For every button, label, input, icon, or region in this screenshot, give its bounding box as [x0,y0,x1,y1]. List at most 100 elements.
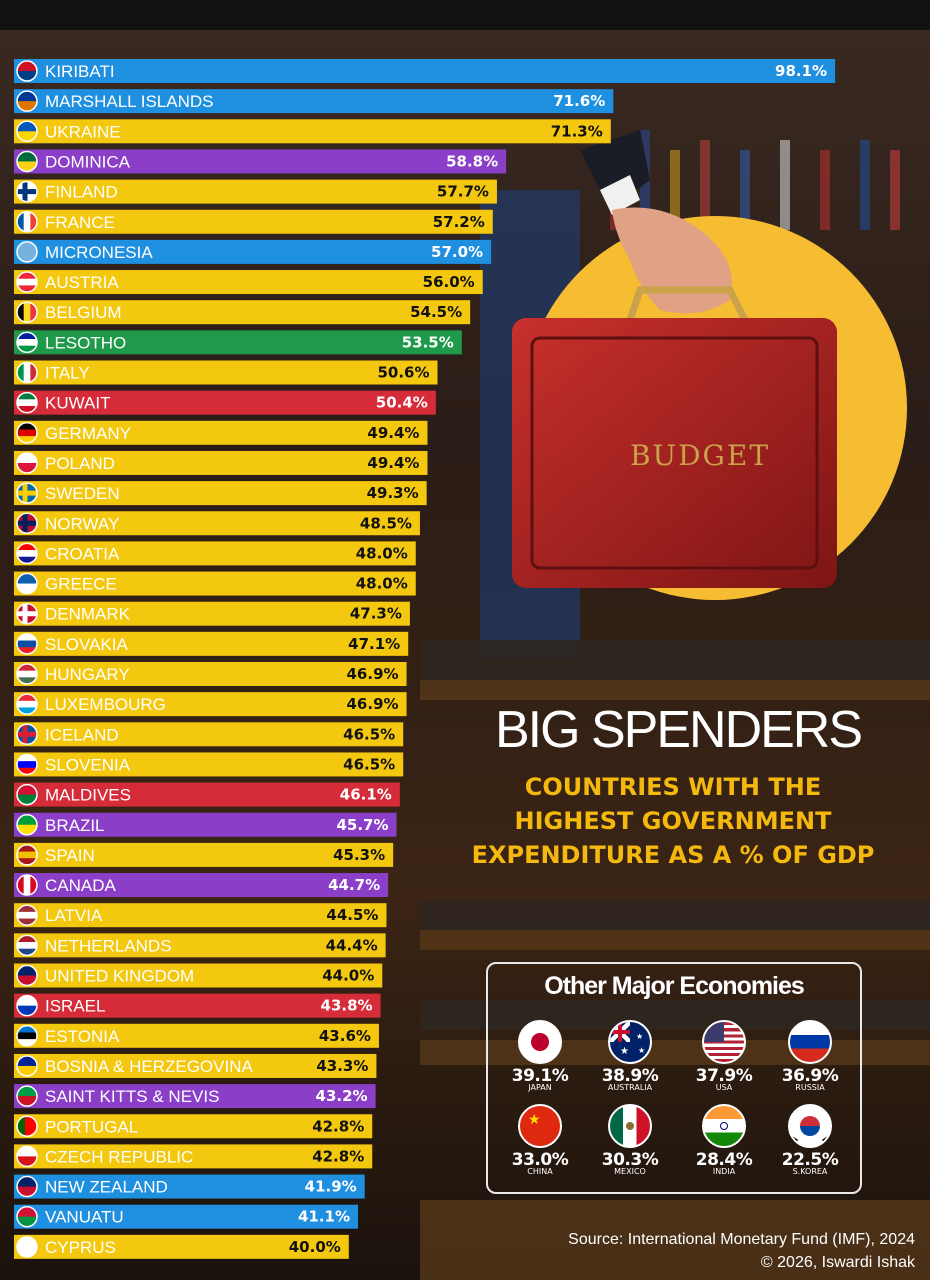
subtitle-line-3: EXPENDITURE AS A % OF GDP [471,841,875,869]
bar-country-label: LUXEMBOURG [45,695,166,714]
bar-country-label: GREECE [45,575,117,594]
economy-value: 22.5% [781,1150,839,1170]
bar-country-label: BELGIUM [45,303,122,322]
bar [14,812,397,837]
south-korea-flag-icon [788,1104,832,1148]
bar [14,420,428,445]
finland-flag-icon [16,180,38,203]
bar-row: ICELAND 46.5% [14,722,404,747]
economy-usa: 37.9% USA [684,1020,764,1092]
bar-country-label: UNITED KINGDOM [45,967,194,986]
marshall-islands-flag-icon [16,90,38,112]
bar [14,631,409,656]
bar-row: NETHERLANDS 44.4% [14,933,386,958]
economy-russia: 36.9% RUSSIA [770,1020,850,1092]
bar-value-label: 56.0% [423,273,475,291]
bar-row: SWEDEN 49.3% [14,481,427,506]
bar-value-label: 57.7% [437,183,489,201]
bar [14,722,404,747]
iceland-flag-icon [16,723,38,746]
subtitle-line-2: HIGHEST GOVERNMENT [514,807,832,835]
india-flag-icon [702,1104,746,1148]
bar-country-label: MALDIVES [45,786,131,805]
page-title: BIG SPENDERS [494,701,863,759]
economy-australia: ★ ★ ★ 38.9% AUSTRALIA [590,1020,670,1092]
bar [14,89,614,114]
bar [14,1114,373,1139]
bar [14,209,493,234]
japan-flag-icon [518,1020,562,1064]
bar-value-label: 45.3% [333,846,385,864]
economy-country: MEXICO [614,1167,646,1176]
sweden-flag-icon [16,482,38,504]
bar-country-label: CYPRUS [45,1238,116,1257]
bar-country-label: FRANCE [45,213,115,232]
source-note: Source: International Monetary Fund (IMF… [568,1228,915,1274]
bar [14,662,407,686]
bar-row: FRANCE 57.2% [14,209,493,234]
bar-row: NORWAY 48.5% [14,511,420,536]
bar-value-label: 58.8% [446,152,498,170]
subtitle-line-1: COUNTRIES WITH THE [524,773,822,801]
bar-country-label: MARSHALL ISLANDS [45,92,213,111]
bar-value-label: 44.7% [328,876,380,894]
bar-value-label: 49.3% [367,484,419,502]
mexico-flag-icon [608,1104,652,1148]
bar-value-label: 47.3% [350,605,402,623]
bar [14,993,381,1018]
bar [14,1144,373,1169]
kuwait-flag-icon [16,391,38,414]
bar [14,330,462,355]
bar [14,119,611,144]
saint-kitts-flag-icon [16,1085,38,1107]
austria-flag-icon [16,271,38,293]
bar [14,481,427,506]
bar-country-label: ITALY [45,364,90,383]
bar-row: ISRAEL 43.8% [14,993,381,1018]
norway-flag-icon [16,512,38,534]
bar-country-label: LESOTHO [45,333,126,352]
bar-country-label: SPAIN [45,846,95,865]
bar-country-label: LATVIA [45,906,103,925]
luxembourg-flag-icon [16,693,38,715]
bar-value-label: 46.5% [343,725,395,743]
bar-value-label: 46.9% [347,695,399,713]
united-kingdom-flag-icon [16,964,38,987]
bar [14,179,497,204]
bar-value-label: 53.5% [402,333,454,351]
bar-row: POLAND 49.4% [14,450,428,475]
bar-value-label: 71.3% [551,122,603,140]
usa-flag-icon [702,1020,746,1064]
czech-republic-flag-icon [16,1145,38,1168]
croatia-flag-icon [16,542,38,565]
bar-value-label: 42.8% [312,1117,364,1135]
bar-value-label: 50.6% [377,364,429,382]
bar [14,842,394,867]
greece-flag-icon [16,572,38,595]
bar-value-label: 49.4% [367,454,419,472]
portugal-flag-icon [16,1115,38,1137]
slovenia-flag-icon [16,753,38,776]
bar-country-label: SLOVAKIA [45,635,128,654]
bar-row: SLOVAKIA 47.1% [14,631,409,656]
economy-value: 28.4% [695,1150,753,1170]
bar-country-label: CANADA [45,876,117,895]
bar-value-label: 48.0% [356,544,408,562]
bar [14,1204,359,1229]
bar-row: ESTONIA 43.6% [14,1023,379,1048]
bar [14,571,416,596]
briefcase-label: BUDGET [630,439,770,472]
bar-country-label: CROATIA [45,544,120,563]
bar-country-label: BOSNIA & HERZEGOVINA [45,1057,253,1076]
bar-row: CROATIA 48.0% [14,541,416,566]
denmark-flag-icon [16,602,38,625]
economy-country: AUSTRALIA [607,1083,653,1092]
bar-country-label: KUWAIT [45,394,110,413]
bar-value-label: 43.8% [321,997,373,1015]
bar-value-label: 44.0% [322,967,374,985]
bar-row: KUWAIT 50.4% [14,390,436,415]
economy-value: 30.3% [601,1150,659,1170]
bar-row: MALDIVES 46.1% [14,782,400,807]
economy-mexico: 30.3% MEXICO [590,1104,670,1176]
bar-row: SAINT KITTS & NEVIS 43.2% [14,1084,376,1109]
